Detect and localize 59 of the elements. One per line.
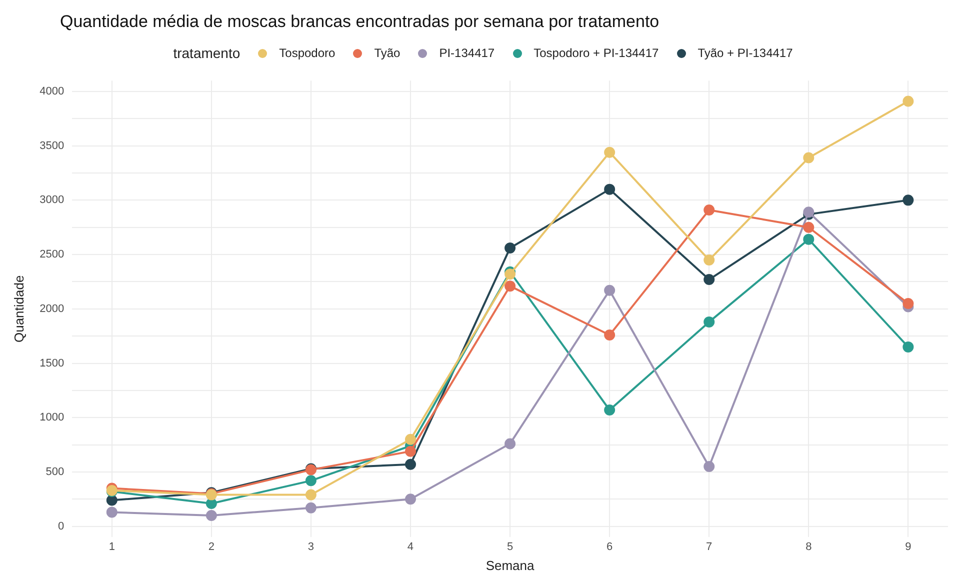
point	[504, 280, 516, 292]
legend-label: Tyão + PI-134417	[698, 46, 793, 60]
point	[106, 494, 118, 506]
point	[504, 438, 516, 450]
point	[604, 284, 616, 296]
x-axis-title: Semana	[486, 558, 536, 573]
point	[206, 498, 217, 509]
point	[206, 510, 217, 521]
x-tick-label: 4	[407, 540, 414, 553]
x-tick-label: 1	[108, 540, 115, 553]
y-axis-title: Quantidade	[11, 275, 26, 343]
y-tick-label: 2500	[40, 248, 64, 261]
point	[106, 506, 118, 518]
legend-title: tratamento	[173, 45, 240, 61]
point	[305, 475, 316, 486]
y-tick-label: 3500	[40, 140, 64, 152]
x-tick-label: 7	[706, 540, 712, 553]
legend-label: PI-134417	[439, 46, 495, 60]
point	[305, 502, 316, 514]
x-tick-label: 5	[506, 540, 514, 553]
y-tick-label: 1000	[40, 412, 64, 424]
point	[604, 184, 616, 195]
point	[704, 316, 715, 328]
point	[704, 461, 715, 472]
x-tick-label: 6	[606, 540, 613, 553]
point	[604, 329, 616, 340]
point	[504, 242, 516, 254]
point	[803, 222, 814, 233]
point	[405, 494, 416, 505]
point	[704, 254, 715, 266]
point	[902, 96, 914, 107]
point	[604, 146, 616, 158]
y-tick-label: 4000	[40, 86, 64, 98]
y-tick-label: 0	[58, 520, 64, 532]
y-tick-label: 1500	[40, 357, 64, 370]
point	[405, 458, 416, 470]
point	[803, 152, 814, 164]
point	[405, 446, 416, 457]
x-tick-label: 8	[806, 540, 812, 553]
x-tick-label: 2	[208, 540, 214, 553]
point	[902, 298, 914, 309]
chart-title: Quantidade média de moscas brancas encontradas por semana por tratamento	[59, 11, 660, 33]
x-tick-label: 9	[905, 540, 912, 553]
point	[902, 194, 914, 206]
point	[305, 489, 316, 500]
legend-label: Tospodoro	[279, 46, 336, 60]
x-tick-label: 3	[308, 540, 314, 553]
y-tick-label: 3000	[40, 194, 64, 206]
point	[405, 434, 416, 445]
point	[704, 274, 715, 286]
point	[704, 204, 715, 216]
legend-label: Tospodoro + PI-134417	[534, 46, 659, 60]
point	[604, 404, 616, 416]
point	[803, 234, 814, 245]
y-tick-label: 2000	[40, 302, 64, 315]
point	[504, 268, 516, 280]
legend-label: Tyão	[374, 46, 400, 60]
y-tick-label: 500	[46, 466, 64, 478]
point	[902, 341, 914, 352]
